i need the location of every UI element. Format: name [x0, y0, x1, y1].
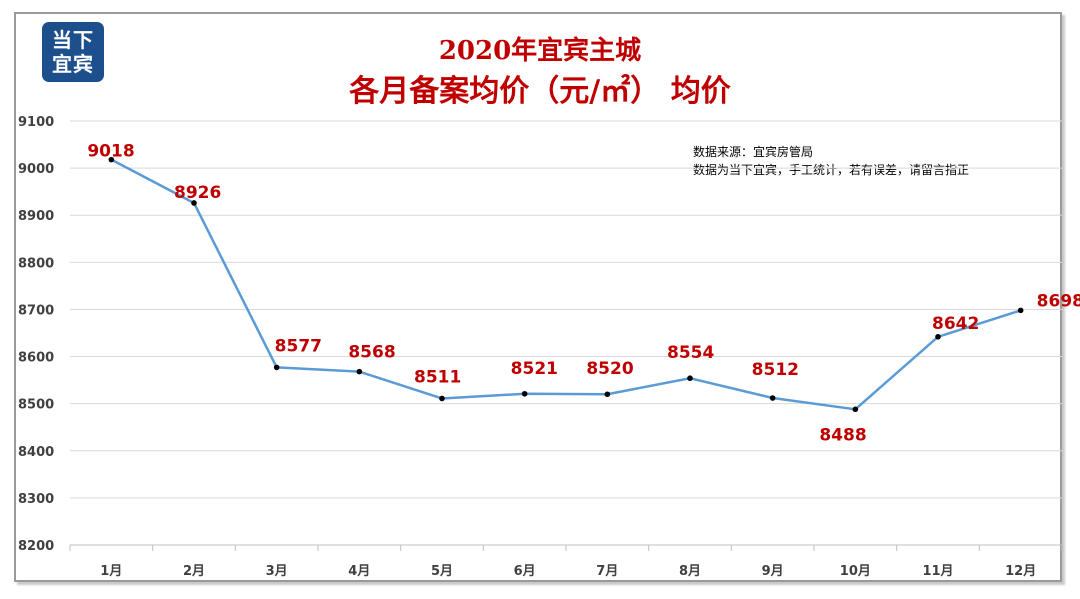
x-tick-label: 12月 — [1005, 564, 1036, 579]
x-tick-label: 9月 — [762, 564, 784, 579]
y-tick-label: 8300 — [18, 492, 54, 507]
data-label: 8521 — [511, 359, 558, 379]
x-tick-label: 10月 — [840, 564, 871, 579]
data-point — [273, 364, 280, 371]
data-label: 8554 — [667, 343, 714, 363]
data-point — [769, 395, 776, 401]
data-label: 8568 — [348, 343, 395, 363]
y-tick-label: 8200 — [18, 539, 54, 554]
x-tick-label: 6月 — [514, 564, 536, 579]
data-point — [1017, 307, 1024, 314]
data-point — [356, 368, 363, 375]
data-point — [604, 391, 611, 398]
x-tick-label: 8月 — [679, 564, 701, 579]
y-tick-label: 8600 — [18, 351, 54, 366]
data-label: 8577 — [275, 336, 322, 356]
y-tick-label: 8700 — [18, 303, 54, 318]
y-tick-label: 8800 — [18, 256, 54, 271]
logo-line-2: 宜宾 — [52, 52, 94, 76]
data-label: 8512 — [752, 360, 799, 380]
x-tick-label: 7月 — [596, 564, 618, 579]
data-label: 8511 — [414, 367, 461, 387]
y-tick-label: 9100 — [18, 115, 54, 130]
logo-line-1: 当下 — [52, 28, 94, 52]
data-label: 8642 — [932, 314, 979, 334]
data-point — [687, 375, 693, 382]
x-tick-label: 2月 — [183, 564, 205, 579]
series-line — [110, 158, 1022, 411]
chart-title: 2020年宜宾主城 — [438, 36, 642, 66]
x-tick-label: 4月 — [348, 564, 370, 579]
x-tick-label: 5月 — [431, 564, 453, 579]
data-label: 8926 — [174, 183, 221, 203]
data-label: 8698 — [1037, 291, 1080, 311]
y-tick-label: 8400 — [18, 445, 54, 460]
x-tick-label: 3月 — [266, 564, 288, 579]
data-point — [191, 200, 197, 206]
y-tick-label: 8900 — [18, 209, 54, 224]
x-tick-label: 1月 — [100, 564, 122, 579]
data-point — [108, 156, 115, 163]
annotation-source: 数据来源：宜宾房管局 — [693, 145, 814, 159]
data-point — [439, 395, 445, 402]
data-label: 8520 — [586, 359, 633, 379]
chart-subtitle: 各月备案均价（元/㎡） 均价 — [349, 74, 731, 109]
data-label: 9018 — [87, 142, 134, 162]
data-label: 8488 — [819, 425, 866, 445]
data-point — [935, 333, 941, 340]
data-point — [852, 406, 859, 413]
x-tick-label: 11月 — [922, 564, 953, 579]
logo: 当下 宜宾 — [42, 22, 104, 82]
annotation-disclaimer: 数据为当下宜宾，手工统计，若有误差，请留言指正 — [693, 163, 970, 177]
chart-frame — [14, 12, 1062, 582]
y-tick-label: 9000 — [18, 162, 54, 177]
y-tick-label: 8500 — [18, 398, 54, 413]
data-point — [521, 390, 528, 397]
